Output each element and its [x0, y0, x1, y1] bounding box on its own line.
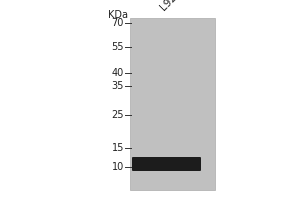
Text: 10: 10: [112, 162, 124, 172]
Text: 15: 15: [112, 143, 124, 153]
Text: 40: 40: [112, 68, 124, 78]
Text: 70: 70: [112, 18, 124, 28]
Text: 55: 55: [112, 42, 124, 52]
Text: KDa: KDa: [108, 10, 128, 20]
Text: 35: 35: [112, 81, 124, 91]
FancyBboxPatch shape: [132, 157, 201, 171]
Text: L929: L929: [158, 0, 183, 12]
Text: 25: 25: [112, 110, 124, 120]
Bar: [130, 18, 215, 190]
